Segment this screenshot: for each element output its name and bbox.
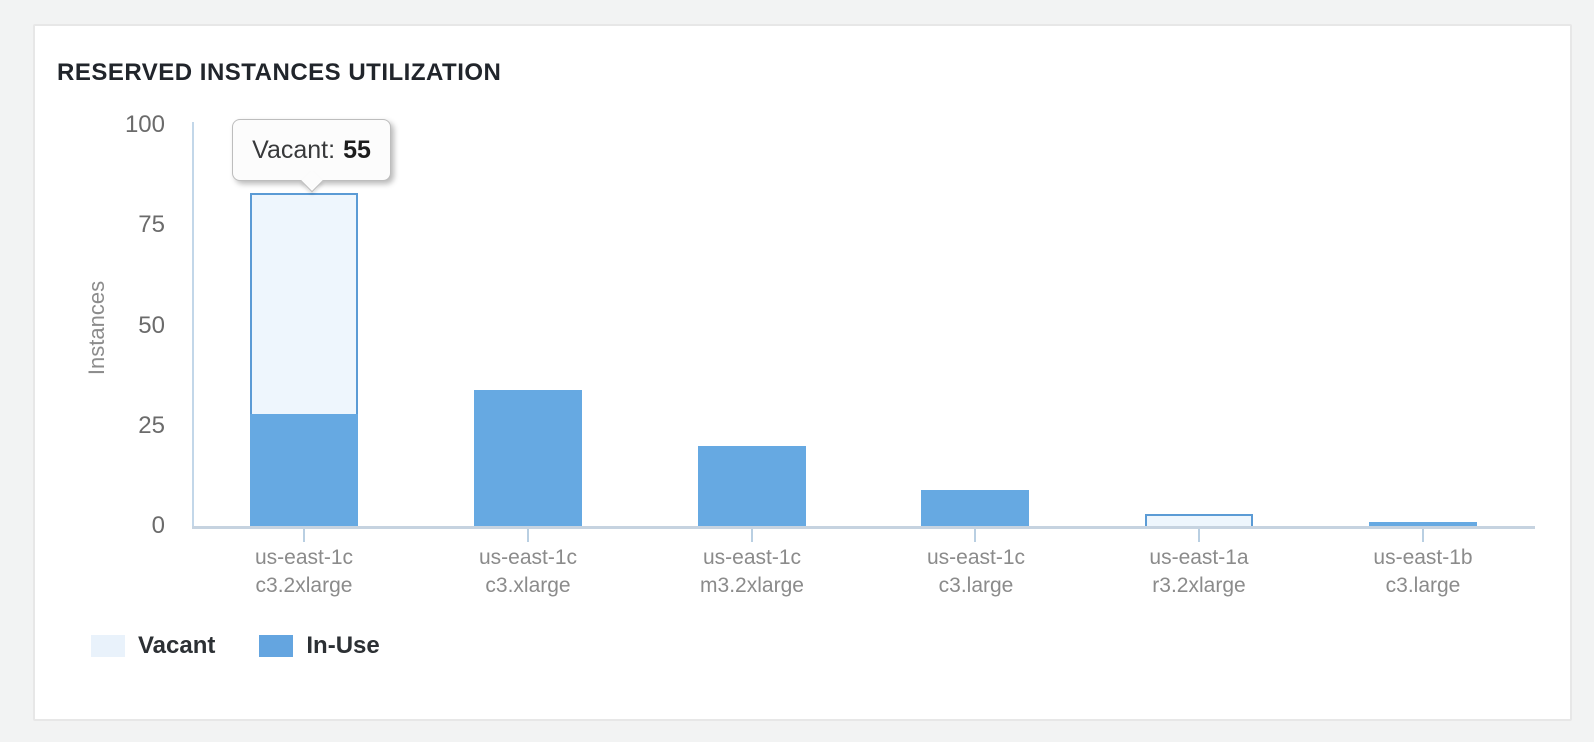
y-tick-label: 50 xyxy=(138,312,165,339)
tooltip-caret xyxy=(300,169,323,193)
legend-swatch-vacant xyxy=(91,635,125,657)
tooltip-value: 55 xyxy=(343,135,371,164)
legend: Vacant In-Use xyxy=(91,632,424,660)
chart: Instances Vacant: 55 Vacant In-Use 0 25 50 7… xyxy=(35,26,1570,719)
legend-label: Vacant xyxy=(138,632,216,659)
x-category-label: us-east-1c m3.2xlarge xyxy=(700,546,804,597)
legend-item-in-use[interactable]: In-Use xyxy=(259,632,380,660)
x-tick xyxy=(974,529,976,542)
tooltip: Vacant: 55 xyxy=(232,119,391,193)
bar-segment-vacant[interactable] xyxy=(1145,514,1253,526)
x-category-label: us-east-1c c3.large xyxy=(926,546,1026,597)
legend-item-vacant[interactable]: Vacant xyxy=(91,632,215,660)
x-tick xyxy=(303,529,305,542)
bar-segment-vacant[interactable] xyxy=(250,193,358,414)
bar-segment-in-use[interactable] xyxy=(250,414,358,526)
y-tick-label: 100 xyxy=(124,111,165,138)
x-category-label: us-east-1b c3.large xyxy=(1373,546,1473,597)
y-tick-label: 25 xyxy=(138,412,165,439)
y-tick-label: 0 xyxy=(151,512,165,539)
x-category-label: us-east-1a r3.2xlarge xyxy=(1149,546,1249,597)
tooltip-label: Vacant: xyxy=(252,135,336,164)
x-axis-line xyxy=(192,526,1535,529)
bar-segment-in-use[interactable] xyxy=(921,490,1029,526)
bar-segment-in-use[interactable] xyxy=(698,446,806,526)
x-tick xyxy=(751,529,753,542)
legend-swatch-in-use xyxy=(259,635,294,657)
x-tick xyxy=(1198,529,1200,542)
x-category-label: us-east-1c c3.2xlarge xyxy=(254,546,354,597)
x-category-label: us-east-1c c3.xlarge xyxy=(478,546,578,597)
bar-segment-in-use[interactable] xyxy=(1369,522,1477,526)
bar-segment-in-use[interactable] xyxy=(474,390,582,526)
x-tick xyxy=(527,529,529,542)
y-tick-label: 75 xyxy=(138,211,165,238)
x-tick xyxy=(1422,529,1424,542)
legend-label: In-Use xyxy=(306,632,380,659)
y-axis-line xyxy=(192,122,194,527)
chart-card: RESERVED INSTANCES UTILIZATION Instances… xyxy=(33,24,1572,721)
chart-title: RESERVED INSTANCES UTILIZATION xyxy=(57,59,502,86)
